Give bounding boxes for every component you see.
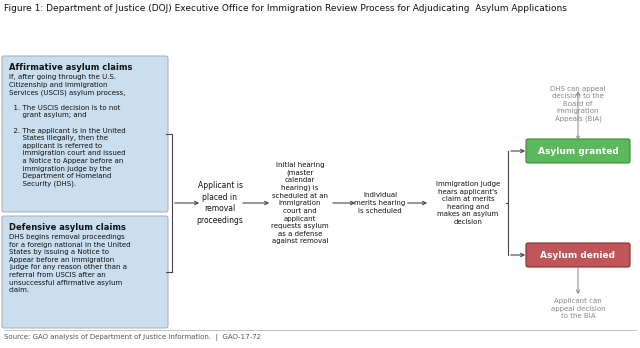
Text: Defensive asylum claims: Defensive asylum claims bbox=[9, 223, 126, 232]
Text: Immigration judge
hears applicant's
claim at merits
hearing and
makes an asylum
: Immigration judge hears applicant's clai… bbox=[436, 181, 500, 225]
FancyBboxPatch shape bbox=[526, 139, 630, 163]
Text: Figure 1: Department of Justice (DOJ) Executive Office for Immigration Review Pr: Figure 1: Department of Justice (DOJ) Ex… bbox=[4, 4, 567, 13]
Text: Affirmative asylum claims: Affirmative asylum claims bbox=[9, 63, 132, 72]
Text: Source: GAO analysis of Department of Justice information.  |  GAO-17-72: Source: GAO analysis of Department of Ju… bbox=[4, 334, 261, 341]
Text: Initial hearing
(master
calendar
hearing) is
scheduled at an
immigration
court a: Initial hearing (master calendar hearing… bbox=[271, 161, 329, 245]
FancyBboxPatch shape bbox=[2, 216, 168, 328]
FancyBboxPatch shape bbox=[526, 243, 630, 267]
Text: DHS begins removal proceedings
for a foreign national in the United
States by is: DHS begins removal proceedings for a for… bbox=[9, 234, 131, 293]
Text: Applicant can
appeal decision
to the BIA: Applicant can appeal decision to the BIA bbox=[550, 298, 605, 319]
Text: DHS can appeal
decision to the
Board of
Immigration
Appeals (BIA): DHS can appeal decision to the Board of … bbox=[550, 86, 605, 122]
Text: Individual
merits hearing
is scheduled: Individual merits hearing is scheduled bbox=[355, 192, 406, 214]
Text: Applicant is
placed in
removal
proceedings: Applicant is placed in removal proceedin… bbox=[196, 181, 243, 225]
Text: Asylum denied: Asylum denied bbox=[541, 251, 616, 260]
FancyBboxPatch shape bbox=[2, 56, 168, 212]
Text: Asylum granted: Asylum granted bbox=[538, 147, 618, 156]
Text: If, after going through the U.S.
Citizenship and Immigration
Services (USCIS) as: If, after going through the U.S. Citizen… bbox=[9, 74, 125, 188]
